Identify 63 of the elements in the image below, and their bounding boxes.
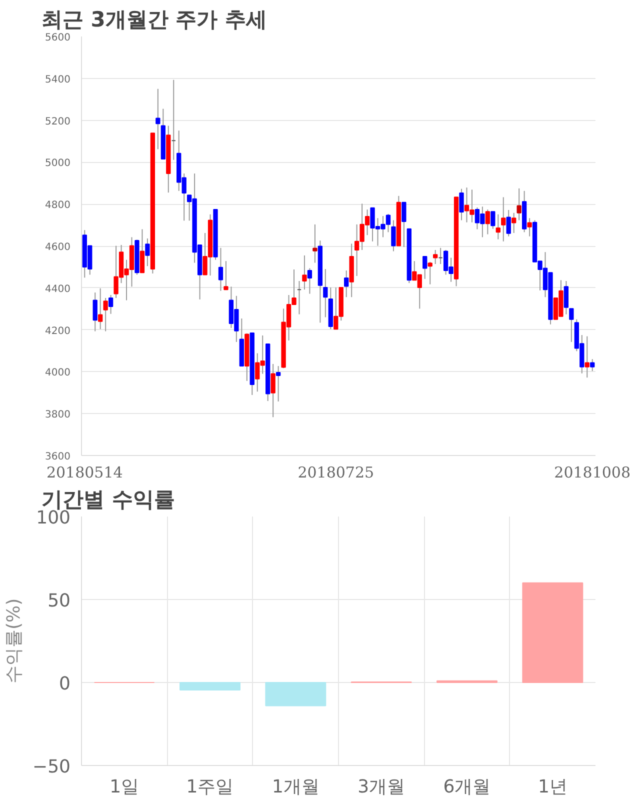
candlestick bbox=[276, 366, 281, 402]
candlestick bbox=[92, 292, 98, 332]
candlestick bbox=[218, 247, 224, 292]
candlestick bbox=[108, 294, 114, 314]
x-tick-label: 20180514 bbox=[46, 464, 123, 482]
y-tick-label: 5200 bbox=[45, 116, 71, 128]
candlestick bbox=[344, 270, 349, 298]
candlestick bbox=[512, 212, 516, 234]
candlestick bbox=[422, 256, 428, 280]
y-tick-label: 50 bbox=[48, 590, 70, 612]
candlestick bbox=[496, 214, 500, 240]
candlestick bbox=[428, 261, 432, 285]
y-tick-label: 4800 bbox=[45, 200, 71, 212]
bar bbox=[180, 682, 240, 690]
y-tick-label: 4000 bbox=[45, 368, 71, 379]
candlestick bbox=[433, 249, 438, 265]
candlestick bbox=[590, 358, 595, 372]
candlestick bbox=[402, 202, 406, 248]
y-tick-label: 5000 bbox=[45, 158, 71, 170]
candlestick bbox=[323, 268, 328, 318]
x-tick-label: 1일 bbox=[110, 776, 140, 798]
chart-title: 최근 3개월간 주가 추세 bbox=[42, 8, 268, 32]
chart-title: 기간별 수익률 bbox=[42, 488, 175, 512]
candlestick bbox=[485, 209, 490, 235]
y-axis-title: 수익률(%) bbox=[4, 598, 25, 684]
candlestick bbox=[459, 188, 464, 221]
y-tick-label: 4400 bbox=[45, 284, 71, 295]
candlestick bbox=[391, 220, 396, 252]
x-tick-label: 3개월 bbox=[358, 776, 406, 798]
x-tick-label: 1년 bbox=[538, 776, 568, 798]
candlestick bbox=[564, 280, 569, 315]
candlestick bbox=[156, 88, 160, 150]
candlestick bbox=[103, 297, 108, 332]
candlestick bbox=[516, 188, 522, 221]
candlestick bbox=[302, 254, 307, 290]
bar bbox=[265, 682, 326, 706]
candlestick bbox=[490, 211, 496, 230]
candlestick bbox=[145, 238, 150, 267]
candlestick bbox=[140, 228, 145, 274]
bar bbox=[522, 582, 584, 683]
y-tick-label: 3600 bbox=[45, 452, 71, 462]
candlestick bbox=[506, 209, 511, 237]
candlestick bbox=[584, 336, 590, 378]
candlestick bbox=[270, 363, 276, 418]
x-tick-label: 1주일 bbox=[186, 776, 234, 798]
y-tick-label: −50 bbox=[32, 756, 71, 778]
x-tick-label: 20181008 bbox=[554, 464, 631, 482]
candlestick bbox=[312, 224, 318, 264]
y-tick-label: 4600 bbox=[45, 242, 71, 253]
candlestick bbox=[98, 288, 103, 330]
candlestick bbox=[527, 218, 532, 237]
candlestick bbox=[569, 308, 574, 342]
candlestick bbox=[307, 268, 312, 294]
y-tick-label: 4200 bbox=[45, 326, 71, 337]
x-tick-label: 1개월 bbox=[272, 776, 320, 798]
x-tick-label: 6개월 bbox=[443, 776, 491, 798]
y-tick-label: 5400 bbox=[45, 74, 71, 86]
y-tick-label: 3800 bbox=[45, 410, 71, 421]
x-tick-label: 20180725 bbox=[298, 464, 374, 482]
candlestick bbox=[501, 196, 506, 242]
candlestick bbox=[224, 260, 228, 290]
y-tick-label: 5600 bbox=[45, 32, 71, 44]
y-tick-label: 0 bbox=[59, 674, 70, 694]
